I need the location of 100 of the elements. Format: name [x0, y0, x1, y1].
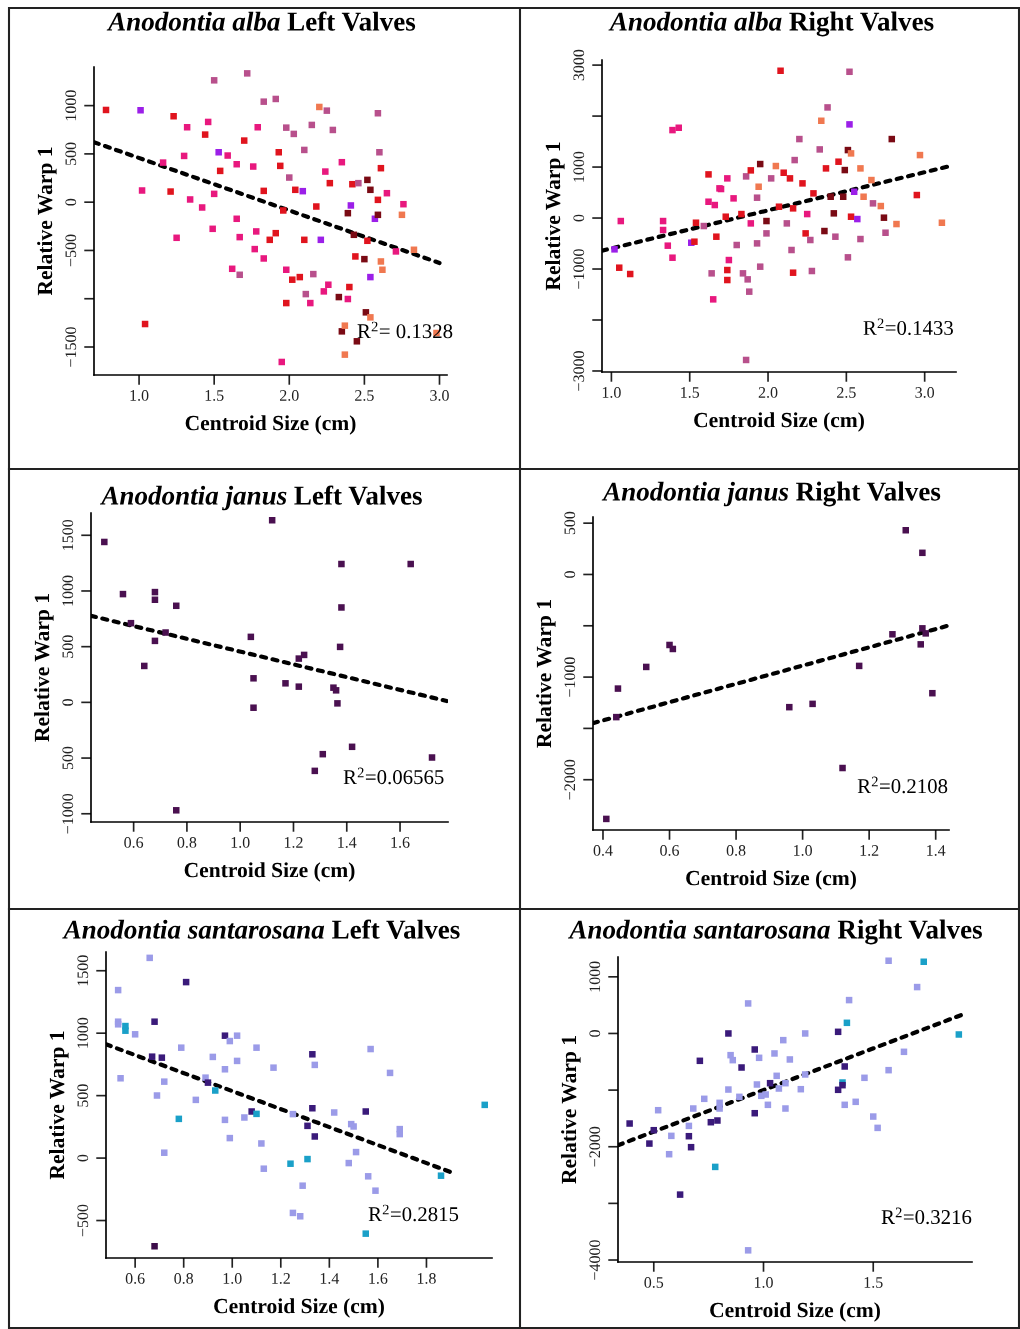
y-tick-label: 500 [62, 635, 74, 658]
y-tick-label: 3000 [573, 49, 585, 81]
y-tick-label: 1000 [77, 1017, 89, 1048]
chart-title: Anodontia santarosana Left Valves [62, 919, 460, 939]
y-tick-label: −1000 [62, 793, 74, 834]
x-tick-label: 1.2 [272, 1273, 290, 1284]
y-tick-label: 1000 [589, 961, 601, 992]
annotation: R$^{2}$=0.2108 [857, 776, 948, 794]
y-tick-label: 500 [62, 746, 74, 770]
annotation: R$^{2}$=0.2815 [368, 1204, 459, 1222]
x-tick-label: 1.5 [205, 390, 224, 401]
x-tick-label: 2.5 [355, 390, 374, 401]
y-tick-label: 0 [564, 571, 576, 578]
y-tick-label: 0 [65, 198, 77, 206]
point [603, 815, 610, 823]
y-tick-label: 0 [62, 698, 74, 706]
x-tick-label: 1.5 [864, 1277, 883, 1288]
y-tick-label: 0 [573, 214, 585, 222]
chart-title: Anodontia santarosana Right Valves [567, 919, 982, 945]
y-tick-label: 0 [77, 1154, 89, 1162]
point [809, 700, 816, 708]
point [839, 764, 846, 772]
x-tick-label: 1.0 [130, 390, 149, 401]
x-axis-title: Centroid Size (cm) [686, 870, 856, 890]
y-tick-label: 1500 [62, 519, 74, 550]
x-tick-label: 0.6 [660, 845, 680, 856]
x-tick-label: 0.5 [644, 1277, 664, 1288]
point [141, 662, 148, 670]
y-axis-title: Relative Warp 1 [37, 147, 57, 296]
y-tick-label: 1500 [77, 955, 89, 986]
x-tick-label: 1.0 [602, 387, 621, 398]
x-tick-label: 1.0 [794, 845, 812, 856]
x-tick-label: 1.6 [391, 837, 410, 848]
y-tick-label: 1000 [62, 575, 74, 606]
x-axis-title: Centroid Size (cm) [184, 862, 355, 882]
point [614, 685, 622, 692]
point [334, 700, 341, 707]
y-tick-label: −1000 [573, 249, 585, 289]
x-tick-label: 0.8 [726, 845, 746, 856]
y-tick-label: 0 [589, 1030, 601, 1037]
annotation: R$^{2}$=0.3216 [881, 1207, 972, 1225]
x-tick-label: 0.6 [124, 837, 144, 848]
point [902, 526, 909, 534]
x-axis-title: Centroid Size (cm) [185, 415, 356, 435]
y-tick-label: −500 [77, 1204, 89, 1237]
x-tick-label: 1.0 [223, 1273, 242, 1284]
y-tick-label: 1000 [65, 90, 77, 121]
point [250, 675, 257, 682]
point [917, 641, 924, 648]
x-tick-label: 1.4 [320, 1273, 340, 1284]
x-tick-label: 1.0 [754, 1277, 773, 1288]
y-tick-label: 500 [564, 511, 576, 535]
point [407, 560, 414, 568]
x-tick-label: 0.4 [593, 845, 613, 856]
y-axis-title: Relative Warp 1 [545, 142, 565, 291]
x-tick-label: 1.8 [417, 1273, 436, 1284]
point [922, 630, 929, 637]
y-tick-label: 1000 [573, 151, 585, 182]
point [282, 680, 289, 687]
x-tick-label: 1.5 [681, 387, 700, 398]
y-axis-title: Relative Warp 1 [34, 594, 54, 742]
y-tick-label: −1000 [564, 657, 576, 697]
annotation: R$^{2}$=0.1433 [863, 318, 953, 336]
x-tick-label: 0.8 [174, 1273, 194, 1284]
x-tick-label: 0.8 [177, 837, 197, 848]
annotation: R$^{2}$= 0.1328 [357, 321, 453, 339]
chart-title: Anodontia janus Left Valves [99, 485, 422, 511]
x-tick-label: 1.2 [860, 845, 879, 856]
x-tick-label: 1.2 [284, 837, 303, 848]
y-axis-title: Relative Warp 1 [561, 1036, 581, 1184]
point [295, 683, 303, 690]
point [101, 538, 108, 546]
point [919, 549, 926, 557]
annotation: R$^{2}$=0.06565 [343, 767, 444, 785]
x-tick-label: 1.0 [231, 837, 250, 848]
y-tick-label: −3000 [573, 351, 585, 391]
y-tick-label: 500 [65, 142, 77, 165]
y-tick-label: −4000 [589, 1240, 601, 1280]
y-tick-label: 500 [77, 1084, 89, 1107]
point [428, 754, 436, 761]
point [889, 631, 896, 638]
y-tick-label: −2000 [589, 1126, 601, 1167]
x-axis-title: Centroid Size (cm) [214, 1298, 384, 1318]
point [338, 604, 345, 611]
y-tick-label: −500 [65, 234, 77, 267]
x-tick-label: 2.0 [280, 390, 299, 401]
point [338, 560, 345, 568]
x-tick-label: 1.6 [369, 1273, 388, 1284]
point [929, 689, 936, 697]
point [162, 629, 169, 636]
x-tick-label: 2.5 [837, 387, 856, 398]
point [250, 704, 257, 711]
x-tick-label: 2.0 [758, 387, 778, 398]
x-tick-label: 3.0 [915, 387, 935, 398]
y-tick-label: −2000 [564, 759, 576, 800]
x-axis-title: Centroid Size (cm) [710, 1302, 880, 1322]
y-tick-label: −1500 [65, 327, 77, 367]
point [173, 602, 180, 610]
x-tick-label: 1.4 [338, 837, 357, 848]
chart-title: Anodontia alba Right Valves [608, 11, 934, 37]
